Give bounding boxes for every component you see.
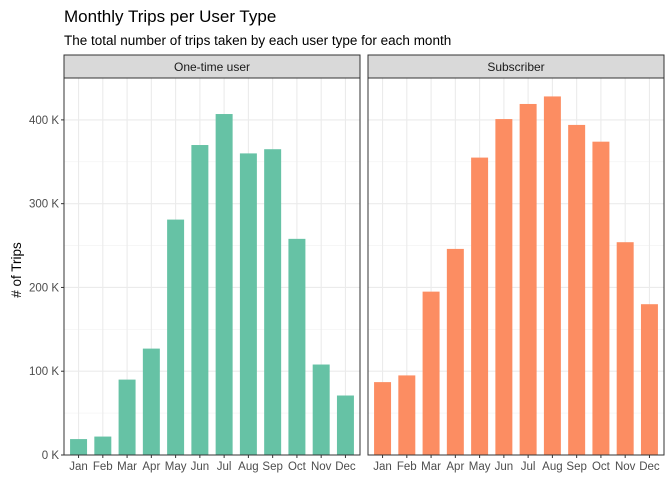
facet-strip <box>367 54 665 79</box>
x-tick-label: Feb <box>397 461 417 473</box>
bar-jan <box>374 382 392 455</box>
x-tick-label: Nov <box>615 461 636 473</box>
bar-may <box>471 157 489 456</box>
x-tick-label: May <box>469 461 491 473</box>
x-tick-label: Jan <box>69 461 88 473</box>
bar-dec <box>640 304 658 455</box>
y-tick-label: 400 K <box>29 115 59 127</box>
x-tick-label: Nov <box>311 461 332 473</box>
facet-strip-label: Subscriber <box>487 60 544 74</box>
bar-aug <box>239 153 257 455</box>
x-tick-label: Mar <box>421 461 441 473</box>
x-tick-label: Jun <box>495 461 514 473</box>
bar-dec <box>336 395 354 455</box>
y-axis-label: # of Trips <box>9 242 24 298</box>
y-tick-label: 200 K <box>29 282 59 294</box>
bar-aug <box>543 96 561 455</box>
x-tick-label: Jun <box>191 461 210 473</box>
bar-may <box>167 219 185 455</box>
y-tick-label: 300 K <box>29 199 59 211</box>
x-tick-label: Aug <box>238 461 258 473</box>
x-tick-label: Jul <box>217 461 232 473</box>
bar-jul <box>519 103 537 456</box>
y-tick-label: 0 K <box>42 450 60 462</box>
bar-sep <box>264 149 282 455</box>
chart-subtitle: The total number of trips taken by each … <box>64 33 451 48</box>
x-tick-label: Oct <box>288 461 307 473</box>
facet-strip-label: One-time user <box>174 60 250 74</box>
x-tick-label: Apr <box>142 461 160 473</box>
x-tick-label: Dec <box>639 461 660 473</box>
bar-sep <box>568 124 586 455</box>
bar-mar <box>118 379 136 455</box>
x-tick-label: May <box>165 461 187 473</box>
bar-apr <box>446 248 464 455</box>
bar-jul <box>215 114 233 455</box>
bar-nov <box>616 242 634 455</box>
chart-title: Monthly Trips per User Type <box>64 7 276 26</box>
bar-oct <box>288 238 306 455</box>
x-tick-label: Dec <box>335 461 356 473</box>
bar-feb <box>398 375 416 455</box>
y-tick-label: 100 K <box>29 366 59 378</box>
bar-feb <box>94 436 112 455</box>
bar-oct <box>592 141 610 455</box>
bar-jun <box>495 119 513 455</box>
panel-background <box>64 78 360 455</box>
x-tick-label: Apr <box>446 461 464 473</box>
x-tick-label: Jul <box>521 461 536 473</box>
bar-jan <box>70 439 88 455</box>
facet-strip <box>63 54 361 79</box>
x-tick-label: Oct <box>592 461 611 473</box>
bar-apr <box>142 348 160 455</box>
x-tick-label: Mar <box>117 461 137 473</box>
x-tick-label: Jan <box>373 461 392 473</box>
panel-background <box>368 78 664 455</box>
bar-mar <box>422 291 440 455</box>
bar-nov <box>312 364 330 455</box>
x-tick-label: Sep <box>566 461 586 473</box>
x-tick-label: Aug <box>542 461 562 473</box>
x-tick-label: Feb <box>93 461 113 473</box>
x-tick-label: Sep <box>262 461 282 473</box>
bar-jun <box>191 145 209 455</box>
